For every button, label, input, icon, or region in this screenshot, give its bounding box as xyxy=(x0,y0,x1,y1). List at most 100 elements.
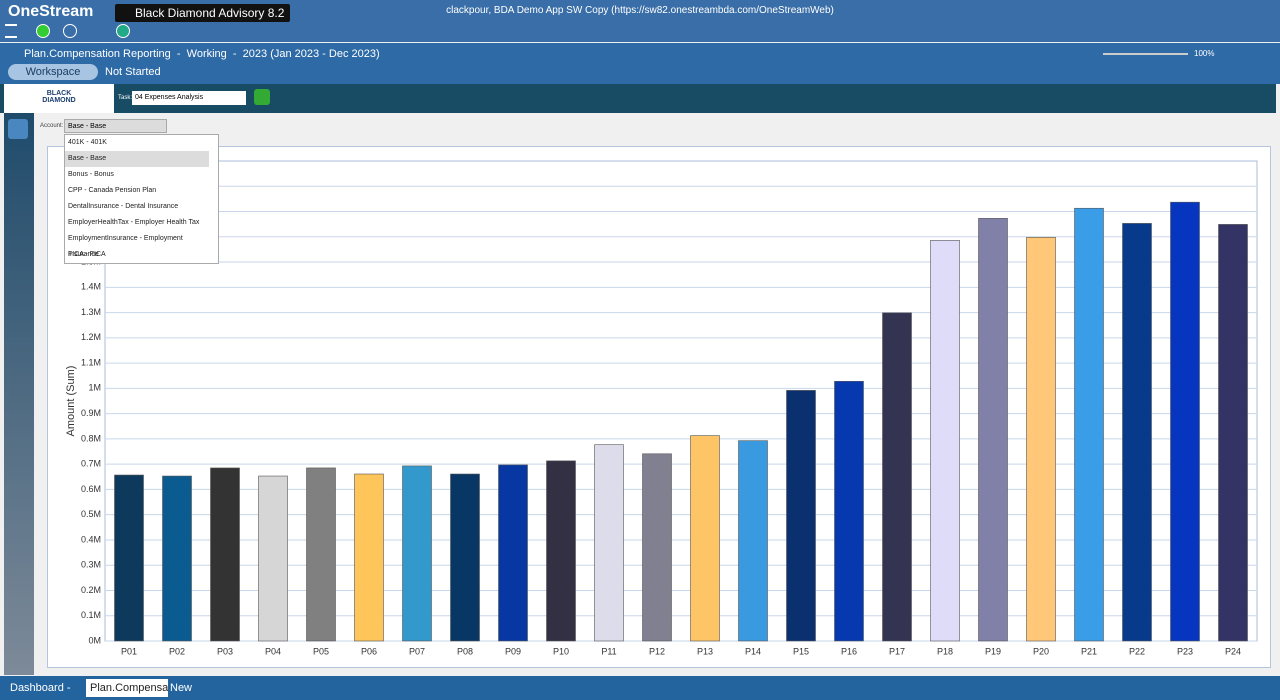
x-tick-label: P20 xyxy=(1033,646,1049,656)
app-bar: OneStream Black Diamond Advisory 8.2 cla… xyxy=(0,0,1280,42)
bar xyxy=(1026,236,1056,642)
y-tick-label: 0.4M xyxy=(81,534,101,544)
account-select[interactable]: Base - Base xyxy=(64,119,167,133)
x-tick-label: P07 xyxy=(409,646,425,656)
y-tick-label: 0.8M xyxy=(81,433,101,443)
settings-button[interactable] xyxy=(8,119,28,139)
task-label: Task: xyxy=(118,95,133,101)
account-label: Account: xyxy=(40,123,64,129)
workspace-button[interactable]: Workspace xyxy=(8,64,98,80)
dropdown-option[interactable]: Bonus - Bonus xyxy=(68,171,114,178)
bar xyxy=(1170,201,1200,642)
y-tick-label: 1M xyxy=(88,383,101,393)
y-tick-label: 1.2M xyxy=(81,332,101,342)
y-tick-label: 1.1M xyxy=(81,357,101,367)
bar xyxy=(450,473,480,642)
bar xyxy=(930,240,960,642)
bar xyxy=(882,312,912,642)
bar xyxy=(210,467,240,642)
bar xyxy=(786,390,816,642)
toolbar: BLACK DIAMOND Task: 04 Expenses Analysis xyxy=(0,84,1276,113)
chart: 0M 0.1M 0.2M 0.3M 0.4M 0.5M 0.6M 0.7M 0.8M 0.9M 1M… xyxy=(65,160,1258,656)
bar xyxy=(978,218,1008,642)
x-tick-label: P15 xyxy=(793,646,809,656)
x-tick-label: P17 xyxy=(889,646,905,656)
x-tick-label: P16 xyxy=(841,646,857,656)
bar xyxy=(690,435,720,642)
y-axis-label: Amount (Sum) xyxy=(65,366,77,437)
dashboard-header: Plan.Compensation Reporting - Working - … xyxy=(0,43,1280,84)
x-tick-label: P02 xyxy=(169,646,185,656)
app-name: Black Diamond Advisory 8.2 xyxy=(115,4,291,22)
x-tick-label: P22 xyxy=(1129,646,1145,656)
icon[interactable] xyxy=(63,24,77,38)
x-tick-label: P24 xyxy=(1225,646,1241,656)
y-tick-label: 1.3M xyxy=(81,307,101,317)
bar xyxy=(1074,207,1104,642)
bar xyxy=(1218,224,1248,642)
dropdown-option[interactable]: DentalInsurance - Dental Insurance xyxy=(68,203,179,210)
menu-icon[interactable] xyxy=(5,24,17,38)
y-tick-label: 0.2M xyxy=(81,585,101,595)
y-tick-label: 0M xyxy=(88,635,101,645)
x-tick-label: P19 xyxy=(985,646,1001,656)
tab[interactable]: Plan.Compensati xyxy=(86,679,168,697)
chart-panel: 0M 0.1M 0.2M 0.3M 0.4M 0.5M 0.6M 0.7M 0.8M 0.9M 1M… xyxy=(47,146,1271,668)
x-tick-label: P01 xyxy=(121,646,137,656)
session: clackpour, BDA Demo App SW Copy (https:/… xyxy=(446,5,834,16)
zoom: 100% xyxy=(1194,49,1215,58)
bar xyxy=(498,464,528,642)
x-tick-label: P13 xyxy=(697,646,713,656)
dropdown-option[interactable]: Base - Base xyxy=(65,151,209,167)
x-tick-label: P23 xyxy=(1177,646,1193,656)
x-tick-label: P14 xyxy=(745,646,761,656)
icon[interactable] xyxy=(36,24,50,38)
bar xyxy=(354,473,384,642)
dropdown-option[interactable]: EmployerHealthTax - Employer Health Tax xyxy=(68,219,200,226)
x-tick-label: P05 xyxy=(313,646,329,656)
icon[interactable] xyxy=(116,24,130,38)
logo-line: DIAMOND xyxy=(42,97,76,104)
dropdown-option[interactable]: CPP - Canada Pension Plan xyxy=(68,187,157,194)
y-tick-label: 0.7M xyxy=(81,459,101,469)
tab[interactable]: New xyxy=(170,682,193,694)
y-tick-label: 0.6M xyxy=(81,484,101,494)
dashboard-title: Plan.Compensation Reporting - Working - … xyxy=(24,48,380,60)
status: Not Started xyxy=(105,66,161,78)
bar xyxy=(738,440,768,642)
x-tick-label: P04 xyxy=(265,646,281,656)
zoom-slider[interactable] xyxy=(1103,53,1188,55)
y-tick-label: 0.1M xyxy=(81,610,101,620)
task-select[interactable]: 04 Expenses Analysis xyxy=(132,91,246,105)
sidebar xyxy=(4,113,34,675)
y-tick-label: 0.9M xyxy=(81,408,101,418)
x-tick-label: P18 xyxy=(937,646,953,656)
bar xyxy=(258,475,288,642)
x-tick-label: P12 xyxy=(649,646,665,656)
bar xyxy=(642,453,672,642)
logo-line: BLACK xyxy=(46,90,72,97)
bar xyxy=(306,467,336,642)
bar xyxy=(834,380,864,642)
account-dropdown: 401K - 401K Base - Base Bonus - Bonus CPP -… xyxy=(64,134,219,264)
tab[interactable]: Dashboard - Clie xyxy=(10,682,71,694)
bar xyxy=(546,460,576,642)
x-tick-label: P03 xyxy=(217,646,233,656)
dropdown-option[interactable]: EmploymentInsurance - Employment Insuran… xyxy=(68,235,183,258)
x-tick-label: P21 xyxy=(1081,646,1097,656)
y-tick-label: 0.5M xyxy=(81,509,101,519)
dropdown-option[interactable]: FICA - FICA xyxy=(68,251,106,258)
brand[interactable]: OneStream xyxy=(8,3,94,20)
bar xyxy=(162,475,192,642)
refresh-button[interactable] xyxy=(254,89,270,105)
bar xyxy=(594,444,624,642)
dropdown-option[interactable]: 401K - 401K xyxy=(68,139,107,146)
y-tick-label: 0.3M xyxy=(81,560,101,570)
y-tick-label: 1.4M xyxy=(81,282,101,292)
bar xyxy=(114,474,144,642)
x-tick-label: P10 xyxy=(553,646,569,656)
bar xyxy=(1122,223,1152,642)
bar xyxy=(402,465,432,642)
